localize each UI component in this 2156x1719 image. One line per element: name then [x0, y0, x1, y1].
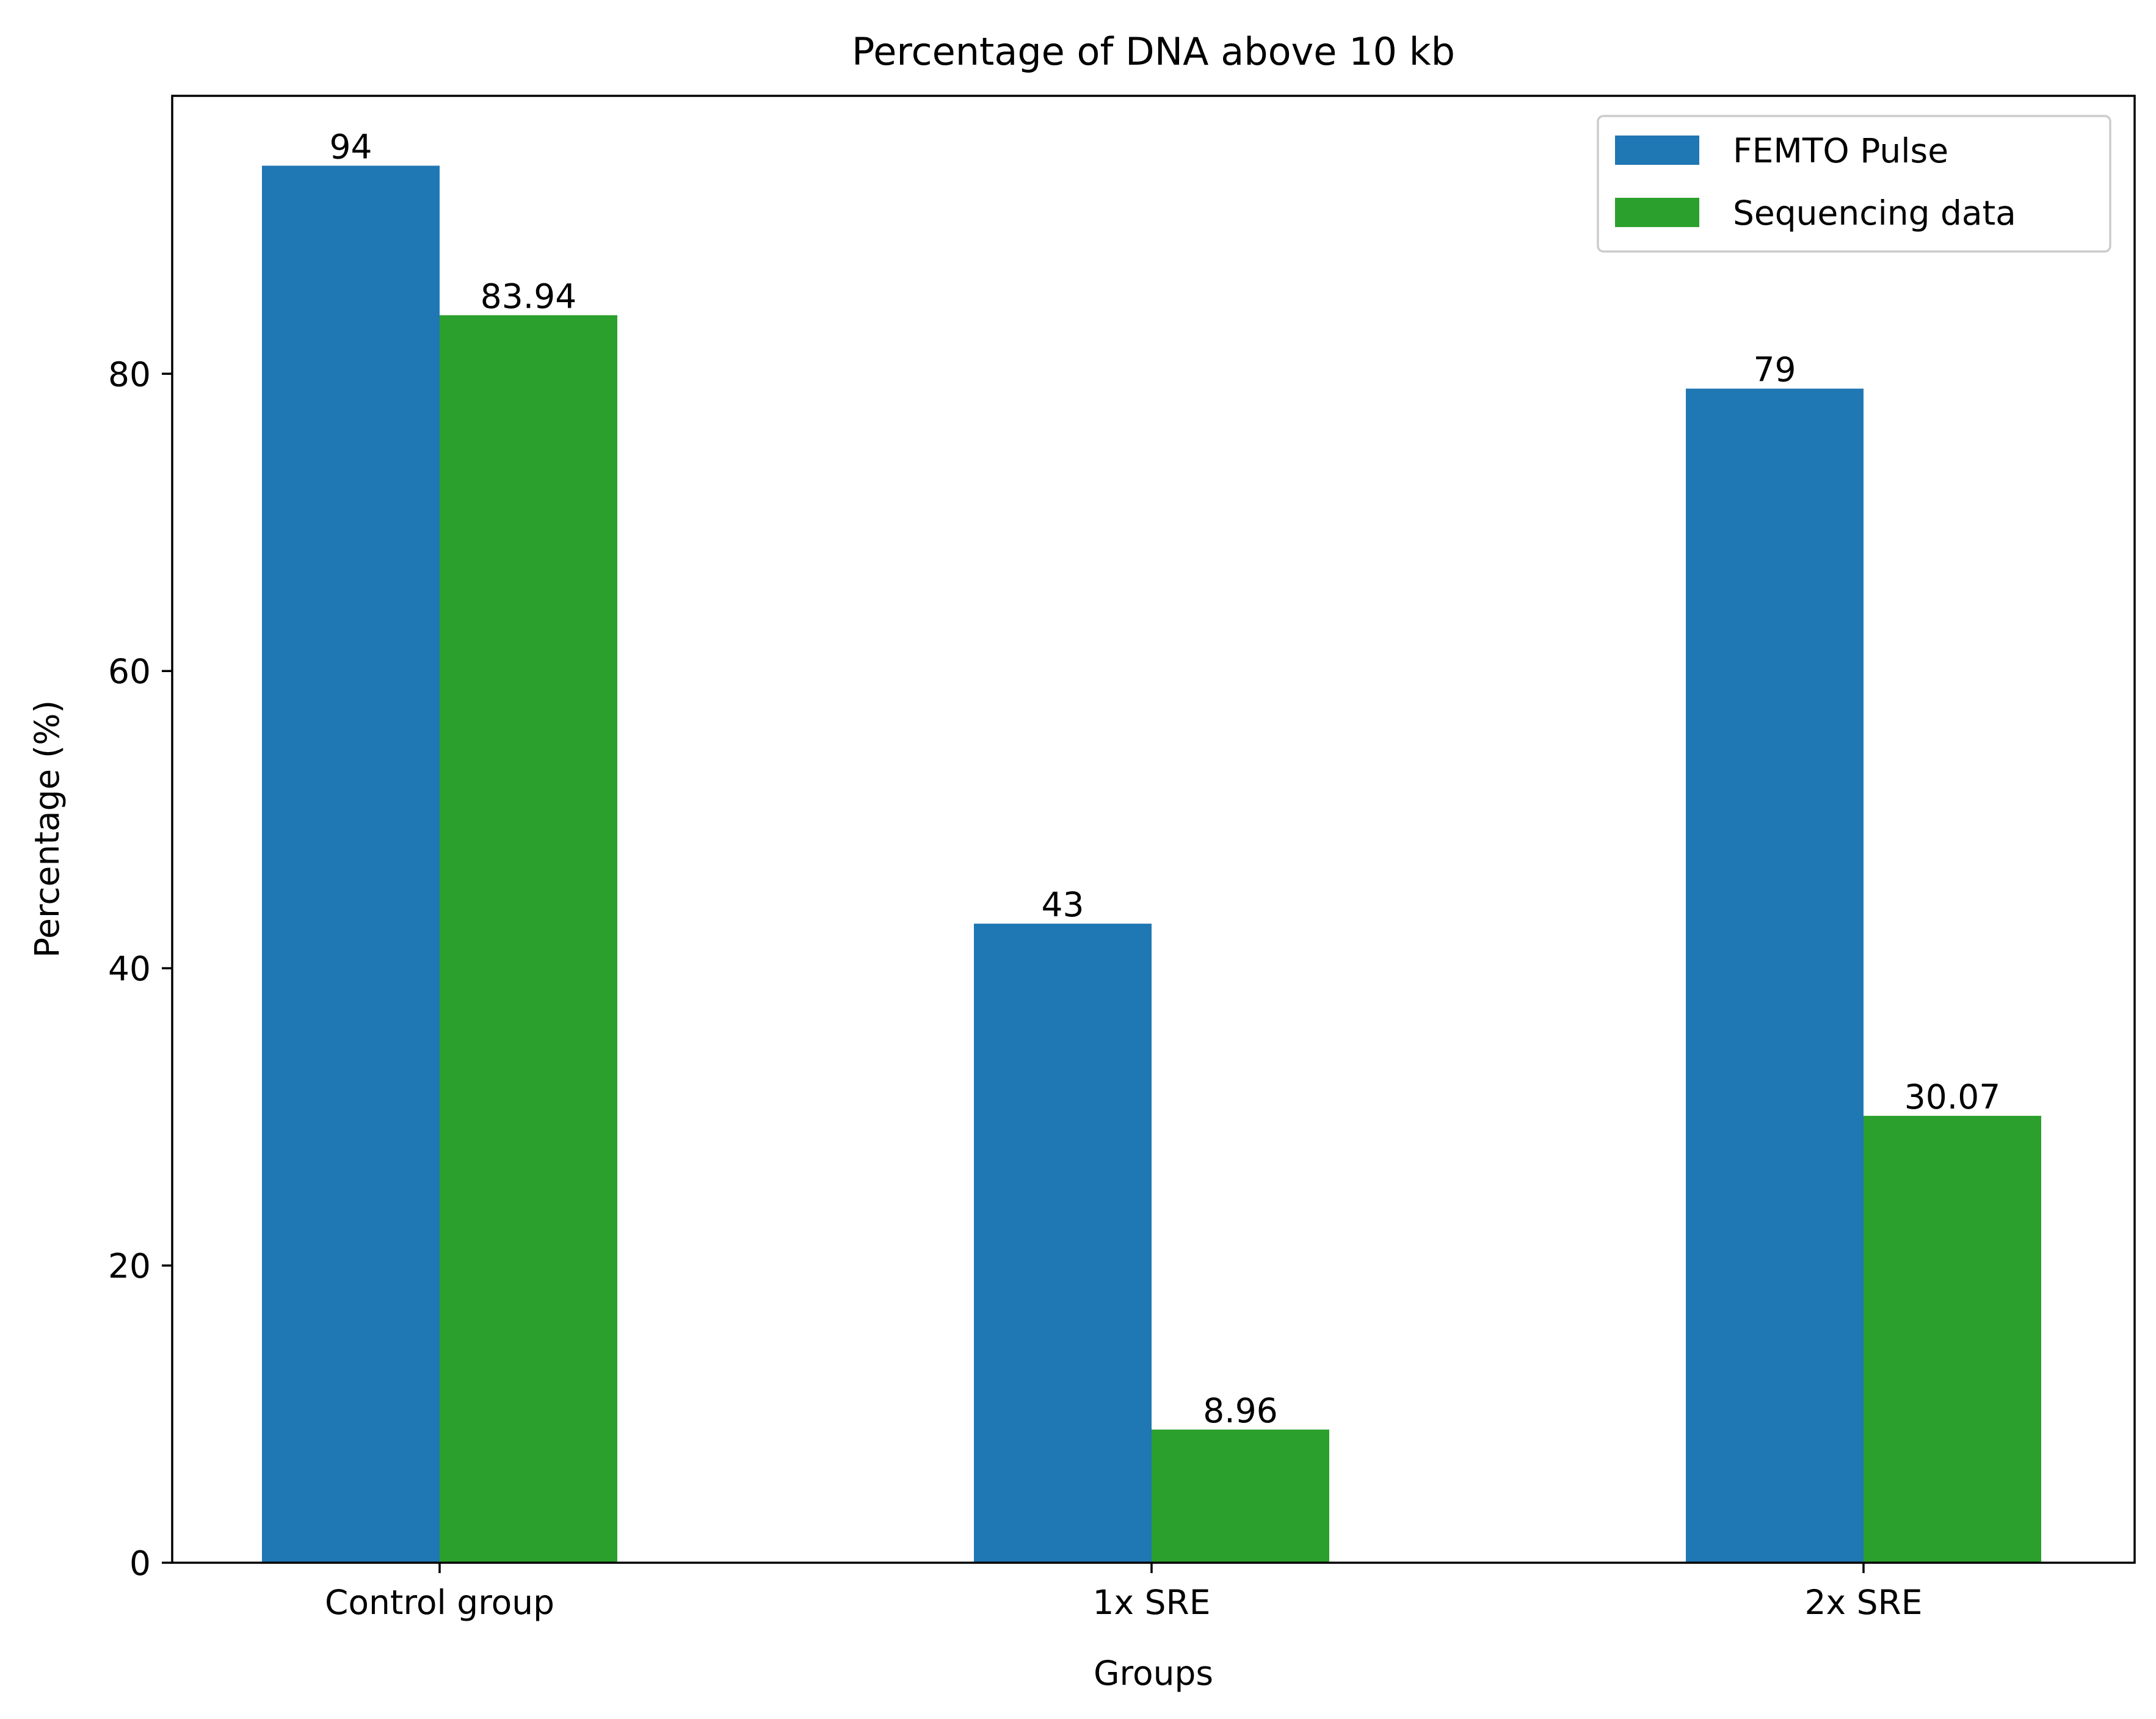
- legend-swatch-femto-pulse: [1615, 136, 1699, 165]
- bar-sequencing-data-1x-sre: [1152, 1429, 1329, 1563]
- bar-value-label-femto-pulse-1x-sre: 43: [1042, 885, 1084, 924]
- x-tick-label: Control group: [325, 1583, 554, 1622]
- x-tick-label: 2x SRE: [1805, 1583, 1923, 1622]
- y-tick-label: 60: [108, 652, 151, 691]
- plot-frame: [171, 95, 2136, 1564]
- bar-femto-pulse-control-group: [262, 165, 440, 1563]
- y-tick-label: 40: [108, 949, 151, 988]
- bar-sequencing-data-2x-sre: [1864, 1115, 2041, 1563]
- bar-value-label-sequencing-data-control-group: 83.94: [481, 277, 576, 316]
- bar-femto-pulse-2x-sre: [1686, 388, 1864, 1563]
- x-tick-label: 1x SRE: [1093, 1583, 1211, 1622]
- x-axis: Control group 1x SRE 2x SRE: [325, 1563, 1922, 1622]
- bar-femto-pulse-1x-sre: [974, 924, 1152, 1563]
- legend-label-femto-pulse: FEMTO Pulse: [1733, 131, 1948, 170]
- legend-frame: [1597, 115, 2111, 253]
- legend-swatch-sequencing-data: [1615, 198, 1699, 227]
- legend-label-sequencing-data: Sequencing data: [1733, 194, 2016, 233]
- bar-value-label-sequencing-data-1x-sre: 8.96: [1203, 1391, 1277, 1430]
- bar-sequencing-data-control-group: [440, 315, 617, 1563]
- y-axis: 0 20 40 60 80: [108, 355, 172, 1583]
- bar-value-label-sequencing-data-2x-sre: 30.07: [1904, 1077, 2000, 1116]
- x-axis-label: Groups: [1094, 1654, 1213, 1693]
- bar-labels-layer: 94 83.94 43 8.96 79 30.07: [330, 127, 2001, 1430]
- bar-value-label-femto-pulse-control-group: 94: [330, 127, 372, 166]
- y-tick-label: 80: [108, 355, 151, 394]
- bars-layer: [262, 165, 2041, 1563]
- y-tick-label: 20: [108, 1247, 151, 1286]
- legend: FEMTO Pulse Sequencing data: [1597, 115, 2111, 253]
- y-axis-label: Percentage (%): [27, 700, 67, 958]
- chart-title: Percentage of DNA above 10 kb: [852, 29, 1455, 74]
- bar-value-label-femto-pulse-2x-sre: 79: [1754, 350, 1796, 389]
- y-tick-label: 0: [129, 1544, 151, 1583]
